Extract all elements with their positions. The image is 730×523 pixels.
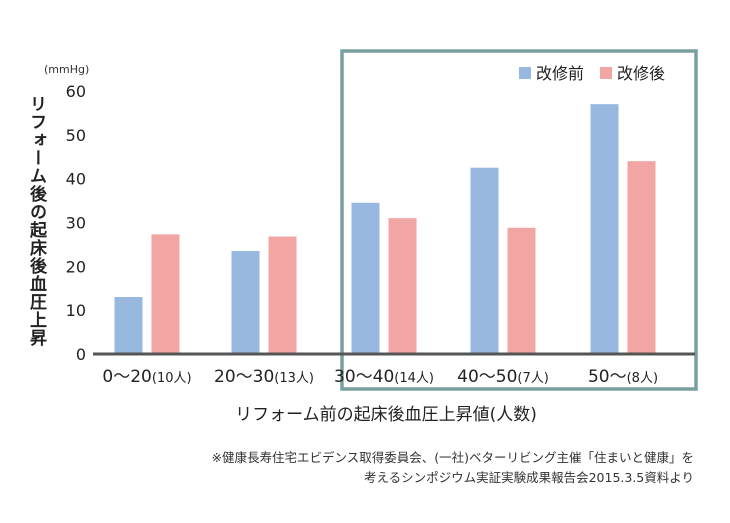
source-note-line2: 考えるシンポジウム実証実験成果報告会2015.3.5資料より (364, 470, 694, 485)
legend-swatch-before (519, 67, 531, 79)
y-tick-label: 20 (66, 257, 86, 276)
source-note-line1: ※健康長寿住宅エビデンス取得委員会、(一社)ベターリビング主催「住まいと健康」を (212, 450, 694, 465)
bar-before (590, 104, 619, 355)
y-axis-ticks: 0 10 20 30 40 50 60 (66, 82, 86, 364)
bar-after (507, 227, 536, 354)
x-category-label: 20〜30(13人) (214, 367, 314, 387)
bar-after (388, 218, 417, 354)
bar-before (114, 297, 143, 354)
bar-after (151, 234, 180, 354)
bars (114, 104, 656, 355)
x-axis-categories: 0〜20(10人) 20〜30(13人) 30〜40(14人) 40〜50(7人) 50… (102, 367, 658, 387)
x-category-label: 0〜20(10人) (102, 367, 191, 387)
y-tick-label: 10 (66, 301, 86, 320)
highlight-frame (340, 49, 698, 391)
legend-label-before: 改修前 (536, 64, 584, 83)
y-tick-label: 60 (66, 82, 86, 101)
y-tick-label: 40 (66, 170, 86, 189)
legend: 改修前 改修後 (519, 64, 665, 83)
x-category-label: 40〜50(7人) (457, 367, 549, 387)
bar-before (470, 167, 499, 354)
bar-after (268, 236, 297, 354)
x-category-label: 50〜(8人) (588, 367, 658, 387)
bar-before (231, 250, 260, 354)
x-category-label: 30〜40(14人) (334, 367, 434, 387)
legend-swatch-after (600, 67, 612, 79)
bar-after (627, 161, 656, 354)
legend-label-after: 改修後 (617, 64, 665, 83)
bar-before (351, 202, 380, 354)
y-axis-title: リフォーム後の起床後血圧上昇 (26, 95, 48, 347)
y-tick-label: 0 (76, 345, 86, 364)
y-axis-unit: (mmHg) (44, 63, 89, 76)
y-tick-label: 30 (66, 214, 86, 233)
x-axis-title: リフォーム前の起床後血圧上昇値(人数) (235, 405, 537, 425)
y-tick-label: 50 (66, 126, 86, 145)
